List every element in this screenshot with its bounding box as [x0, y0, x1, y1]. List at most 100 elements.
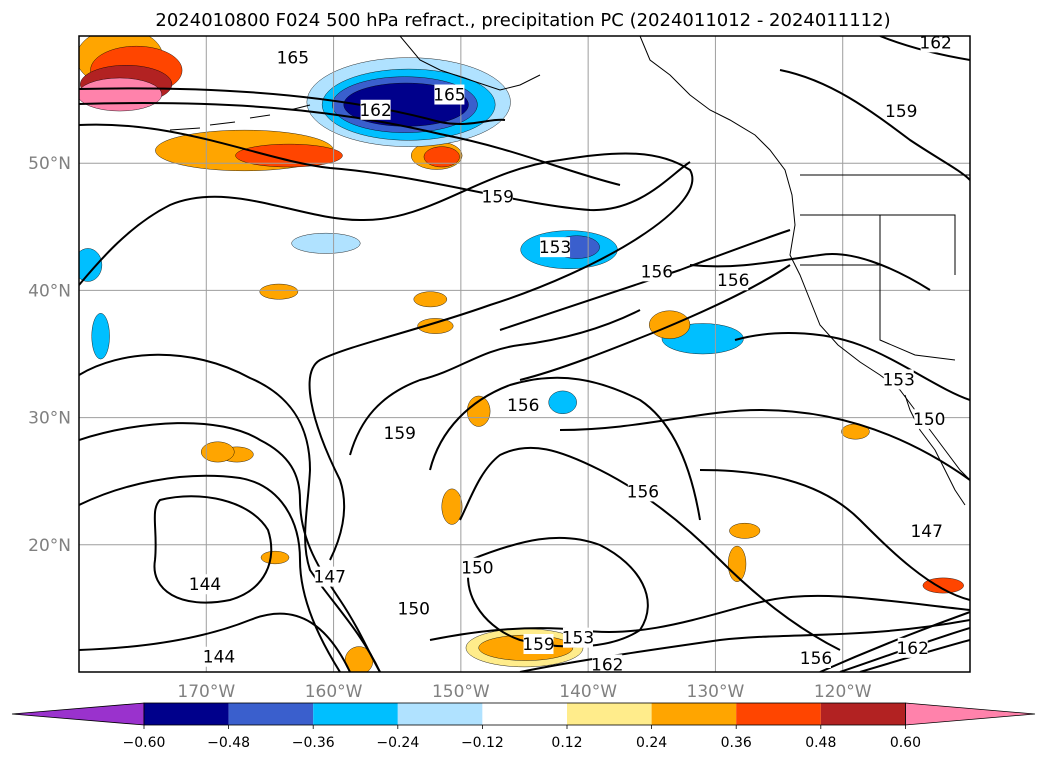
coastline-baja: [904, 394, 966, 506]
contour-label-bg: [523, 634, 554, 655]
colorbar-tick-label: 0.36: [721, 735, 752, 751]
contour-label-bg: [314, 566, 345, 587]
contour-label: 153: [562, 629, 594, 649]
contour-label-bg: [883, 369, 914, 390]
colorbar-segment-5: [482, 703, 567, 725]
contour-153-ridge: [499, 229, 970, 401]
contour-label-bg: [384, 422, 415, 443]
contour-label: 162: [896, 639, 928, 659]
contour-label-bg: [718, 270, 749, 291]
contour-labels: 165 162 165 162 159 159 153 156 156 153 156 150 159 1…: [189, 33, 952, 675]
colorbar-tick-labels: −0.60 −0.48 −0.36 −0.24 −0.12 0.12 0.24 0.36 0.4…: [123, 725, 921, 751]
contour-label: 156: [717, 271, 749, 291]
graticule: [79, 36, 970, 672]
colorbar-segment-9: [820, 703, 906, 725]
precip-patch-7: [423, 146, 460, 168]
lat-tick-label: 40°N: [28, 281, 71, 301]
contour-156-ridge: [519, 264, 791, 381]
contour-label-bg: [886, 101, 917, 122]
contour-label-bg: [562, 627, 593, 648]
contour-label: 162: [919, 33, 951, 53]
aleutian-islands: [169, 104, 311, 131]
precip-patch-32: [729, 522, 761, 539]
contour-label-bg: [540, 237, 571, 258]
map-frame: [78, 35, 971, 673]
contour-153-trough: [79, 353, 381, 672]
colorbar-segment-7: [651, 703, 737, 725]
colorbar: −0.60 −0.48 −0.36 −0.24 −0.12 0.12 0.24 0.36 0.4…: [11, 702, 1036, 751]
contour-label-bg: [462, 557, 493, 578]
contour-label: 156: [641, 262, 673, 282]
contour-144-closed: [153, 495, 273, 604]
colorbar-tick-label: 0.24: [636, 735, 667, 751]
precip-patch-20: [441, 488, 463, 525]
contour-147: [79, 474, 341, 672]
contour-label: 156: [507, 396, 539, 416]
contour-label: 165: [277, 49, 309, 69]
contour-147-south: [699, 469, 970, 601]
contour-label: 156: [800, 649, 832, 669]
lon-tick-label: 160°W: [305, 682, 363, 702]
precip-patch-28: [260, 550, 290, 565]
colorbar-extend-high: [905, 702, 1036, 726]
contour-label: 162: [359, 101, 391, 121]
contour-150-trough: [79, 422, 381, 672]
contour-label: 159: [522, 635, 554, 655]
lon-tick-label: 130°W: [687, 682, 745, 702]
contour-159-north: [79, 123, 691, 212]
contour-label: 144: [203, 648, 235, 668]
contour-144-south: [79, 612, 351, 672]
lat-tick-label: 20°N: [28, 536, 71, 556]
colorbar-tick-label: 0.60: [890, 735, 921, 751]
contour-label: 153: [882, 370, 914, 390]
colorbar-tick-label: 0.12: [551, 735, 582, 751]
contour-153-south: [429, 594, 970, 641]
contour-156-southern: [429, 376, 701, 521]
contour-label-bg: [190, 574, 221, 595]
contour-label: 162: [591, 655, 623, 675]
contour-label: 150: [461, 559, 493, 579]
colorbar-segment-2: [228, 703, 314, 725]
colorbar-segment-4: [397, 703, 483, 725]
colorbar-segment-3: [313, 703, 398, 725]
precip-patch-26: [91, 313, 110, 360]
precip-patch-22: [922, 577, 964, 594]
latitude-labels: 20°N 30°N 40°N 50°N: [28, 154, 71, 556]
precip-patch-33: [413, 291, 448, 308]
colorbar-tick-label: −0.36: [292, 735, 335, 751]
lon-tick-label: 170°W: [177, 682, 235, 702]
precip-patch-29: [200, 441, 235, 463]
contour-label-bg: [277, 47, 308, 68]
lat-tick-label: 50°N: [28, 154, 71, 174]
contour-label: 159: [384, 424, 416, 444]
precip-patch-23: [259, 283, 299, 300]
contour-156-trough: [79, 152, 694, 561]
precip-patch-24: [291, 232, 361, 254]
contour-162-north: [79, 102, 621, 186]
colorbar-segment-6: [567, 703, 652, 725]
chart-title: 2024010800 F024 500 hPa refract., precip…: [155, 10, 890, 31]
refractivity-contours: [79, 36, 970, 672]
lon-tick-label: 150°W: [432, 682, 490, 702]
contour-label: 159: [885, 102, 917, 122]
longitude-labels: 170°W 160°W 150°W 140°W 130°W 120°W: [177, 682, 871, 702]
lon-tick-label: 120°W: [814, 682, 872, 702]
contour-162-south: [519, 619, 970, 672]
precip-patch-3: [79, 77, 162, 112]
contour-label: 144: [189, 575, 221, 595]
contour-label: 147: [910, 522, 942, 542]
contour-label-bg: [911, 520, 942, 541]
contour-label-bg: [398, 598, 429, 619]
contour-label-bg: [204, 646, 235, 667]
contour-label: 159: [482, 187, 514, 207]
colorbar-tick-label: −0.60: [123, 735, 166, 751]
colorbar-tick-label: 0.48: [805, 735, 836, 751]
contour-150-south: [559, 408, 970, 481]
colorbar-segment-8: [736, 703, 821, 725]
lat-tick-label: 30°N: [28, 409, 71, 429]
precip-patch-34: [417, 318, 454, 334]
contour-label: 153: [539, 238, 571, 258]
colorbar-outline: [143, 702, 906, 726]
border-states: [800, 214, 956, 361]
